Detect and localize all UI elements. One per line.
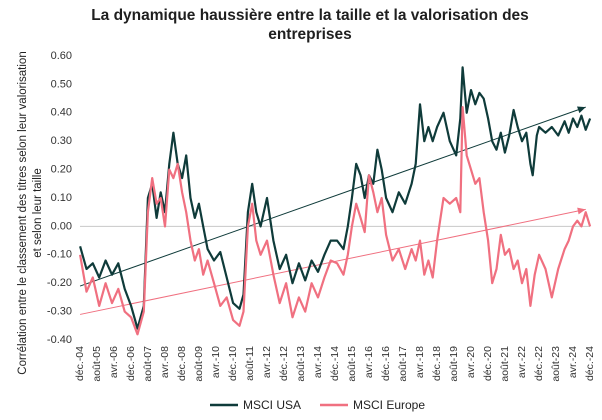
x-tick-label: déc.-06 (125, 346, 137, 381)
x-tick-label: déc.-16 (380, 346, 392, 381)
series-line-msci-usa (79, 66, 592, 330)
y-tick-label: 0.60 (51, 50, 72, 62)
legend-label: MSCI USA (243, 398, 301, 412)
y-tick-label: -0.40 (47, 334, 72, 346)
x-tick-label: août-05 (91, 346, 103, 382)
x-tick-label: déc.-18 (431, 346, 443, 381)
y-tick-label: 0.20 (51, 164, 72, 176)
x-tick-label: déc.-22 (533, 346, 545, 381)
trendline-arrowhead (577, 207, 586, 215)
x-tick-label: déc.-04 (74, 346, 86, 381)
x-tick-label: avr.-22 (516, 346, 528, 378)
x-tick-label: avr.-08 (159, 346, 171, 378)
x-tick-label: août-07 (142, 346, 154, 382)
x-tick-label: avr.-18 (414, 346, 426, 378)
x-tick-label: avr.-24 (567, 346, 579, 378)
legend-label: MSCI Europe (353, 398, 425, 412)
x-tick-label: avr.-12 (261, 346, 273, 378)
y-tick-label: -0.20 (47, 277, 72, 289)
y-axis: 0.60 0.50 0.40 0.30 0.20 0.10 0.00 -0.10 -0.20 -0… (47, 50, 590, 346)
y-tick-label: 0.00 (51, 220, 72, 232)
x-tick-label: déc.-20 (482, 346, 494, 381)
series-lines (79, 66, 592, 336)
x-tick-label: août-11 (244, 346, 256, 381)
x-tick-label: avr.-10 (210, 346, 222, 378)
trendline-arrowhead (577, 106, 586, 114)
y-tick-label: -0.30 (47, 306, 72, 318)
x-tick-label: août-19 (448, 346, 460, 382)
x-tick-label: avr.-14 (312, 346, 324, 378)
y-tick-label: 0.10 (51, 192, 72, 204)
y-axis-title-line1: Corrélation entre le classement des titr… (17, 51, 29, 374)
y-tick-label: 0.30 (51, 135, 72, 147)
x-tick-label: août-21 (499, 346, 511, 382)
x-tick-label: avr.-20 (465, 346, 477, 378)
y-tick-label: 0.40 (51, 107, 72, 119)
x-axis: déc.-04 août-05 avr.-06 déc.-06 août-07 avr.-… (74, 346, 596, 382)
series-line-msci-europe (79, 106, 592, 336)
x-tick-label: août-09 (193, 346, 205, 382)
x-tick-label: déc.-08 (176, 346, 188, 381)
x-tick-label: déc.-14 (329, 346, 341, 381)
y-axis-title-line2: et selon leur taille (32, 168, 44, 258)
chart-title: La dynamique haussière entre la taille e… (91, 7, 529, 43)
x-tick-label: août-15 (346, 346, 358, 382)
x-tick-label: déc.-24 (584, 346, 596, 381)
x-tick-label: août-23 (550, 346, 562, 382)
x-tick-label: déc.-12 (278, 346, 290, 381)
x-tick-label: avr.-16 (363, 346, 375, 378)
x-tick-label: août-17 (397, 346, 409, 382)
y-tick-label: -0.10 (47, 249, 72, 261)
x-tick-label: avr.-06 (108, 346, 120, 378)
x-tick-label: déc.-10 (227, 346, 239, 381)
legend: MSCI USA MSCI Europe (210, 398, 425, 412)
y-tick-label: 0.50 (51, 78, 72, 90)
x-tick-label: août-13 (295, 346, 307, 382)
